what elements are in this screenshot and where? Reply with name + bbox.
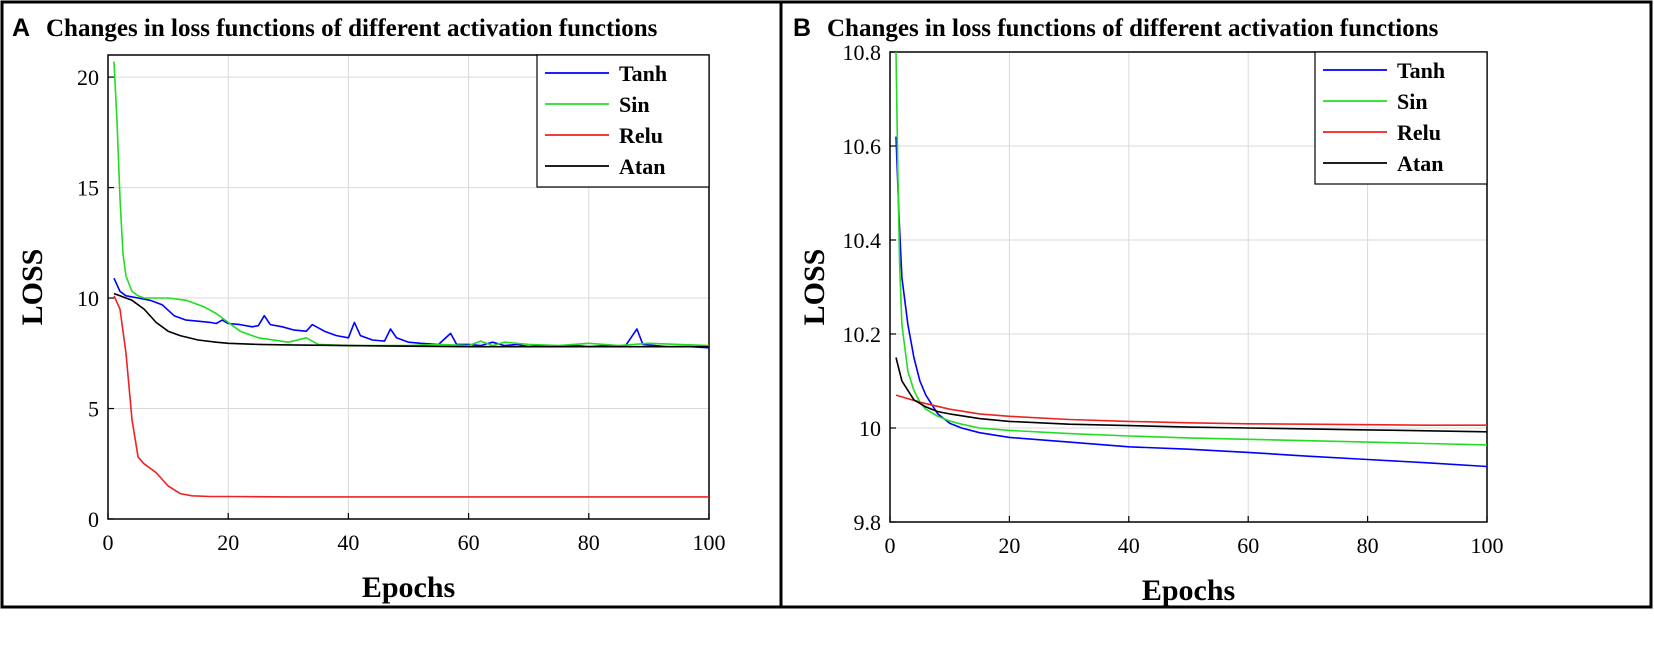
panel-a-ytick-label: 10 [77, 286, 99, 311]
panel-b-legend-label-relu: Relu [1397, 120, 1441, 145]
panel-a-ytick-label: 15 [77, 176, 99, 201]
panel-a-letter: A [12, 14, 30, 42]
panel-a-legend-label-atan: Atan [619, 154, 665, 179]
panel-a-ytick-label: 20 [77, 65, 99, 90]
panel-b-legend-label-atan: Atan [1397, 151, 1443, 176]
panel-a-series-atan [113, 292, 709, 348]
panel-b-xtick-label: 80 [1357, 533, 1379, 558]
panel-a: A Changes in loss functions of different… [0, 0, 783, 609]
panel-a-ytick-label: 0 [88, 507, 99, 532]
panel-b-series-tanh [895, 136, 1487, 468]
panel-b-border [779, 0, 1653, 609]
panel-a-legend-label-tanh: Tanh [619, 61, 667, 86]
panel-b-ytick-label: 10 [859, 416, 881, 441]
panel-b-ytick-label: 10.4 [843, 228, 882, 253]
panel-a-xtick-label: 80 [578, 530, 600, 555]
panel-b-axes [889, 51, 1488, 523]
panel-b-ytick-label: 10.2 [843, 322, 882, 347]
panel-a-ylabel: LOSS [16, 249, 49, 326]
panel-a-ytick-label: 5 [88, 397, 99, 422]
panel-a-series-sin [113, 61, 709, 347]
panel-a-legend-label-relu: Relu [619, 123, 663, 148]
panel-b-title: Changes in loss functions of different a… [827, 15, 1439, 42]
panel-a-series-relu [113, 295, 709, 498]
panel-a-series-tanh [113, 277, 709, 349]
panel-a-title: Changes in loss functions of different a… [46, 15, 658, 42]
panel-a-legend-box [536, 54, 710, 188]
panel-b-legend-label-tanh: Tanh [1397, 58, 1445, 83]
panel-b-ytick-label: 9.8 [854, 510, 882, 535]
panel-a-legend: Tanh Sin Relu Atan [536, 54, 710, 188]
panel-b-letter: B [793, 14, 811, 42]
panel-b-xtick-label: 100 [1471, 533, 1504, 558]
panel-b-legend-box [1314, 51, 1488, 185]
panel-a-xtick-label: 20 [217, 530, 239, 555]
panel-a-plot: 0 20 40 60 80 100 0 5 10 15 20 Epochs LOSS Tanh Sin Rel… [16, 54, 726, 604]
panel-a-axes [107, 54, 710, 520]
panel-a-xtick-label: 40 [337, 530, 359, 555]
panel-b: B Changes in loss functions of different… [779, 0, 1653, 609]
panel-b-series-relu [895, 394, 1487, 427]
panel-b-legend: Tanh Sin Relu Atan [1314, 51, 1488, 185]
panel-b-xtick-label: 20 [998, 533, 1020, 558]
panel-b-legend-label-sin: Sin [1397, 89, 1428, 114]
panel-b-xtick-label: 0 [885, 533, 896, 558]
panel-b-ytick-label: 10.6 [843, 134, 882, 159]
panel-b-xtick-label: 40 [1118, 533, 1140, 558]
panel-b-plot: 0 20 40 60 80 100 9.8 10 10.2 10.4 10.6 10.8 Epochs L… [798, 40, 1504, 607]
panel-a-xtick-label: 60 [458, 530, 480, 555]
panel-b-xlabel: Epochs [1142, 574, 1235, 607]
panel-b-series-atan [895, 357, 1487, 433]
panel-a-xtick-label: 0 [103, 530, 114, 555]
panel-b-xtick-label: 60 [1237, 533, 1259, 558]
panel-b-ylabel: LOSS [798, 249, 831, 326]
panel-a-legend-label-sin: Sin [619, 92, 650, 117]
panel-b-ytick-label: 10.8 [843, 40, 882, 65]
panel-b-series-sin [895, 52, 1487, 446]
panel-a-xtick-label: 100 [693, 530, 726, 555]
panel-a-xlabel: Epochs [362, 571, 455, 604]
